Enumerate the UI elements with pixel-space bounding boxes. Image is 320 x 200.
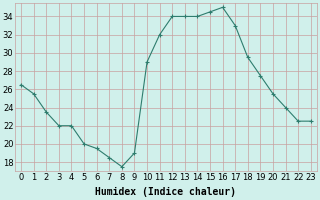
X-axis label: Humidex (Indice chaleur): Humidex (Indice chaleur)	[95, 187, 236, 197]
